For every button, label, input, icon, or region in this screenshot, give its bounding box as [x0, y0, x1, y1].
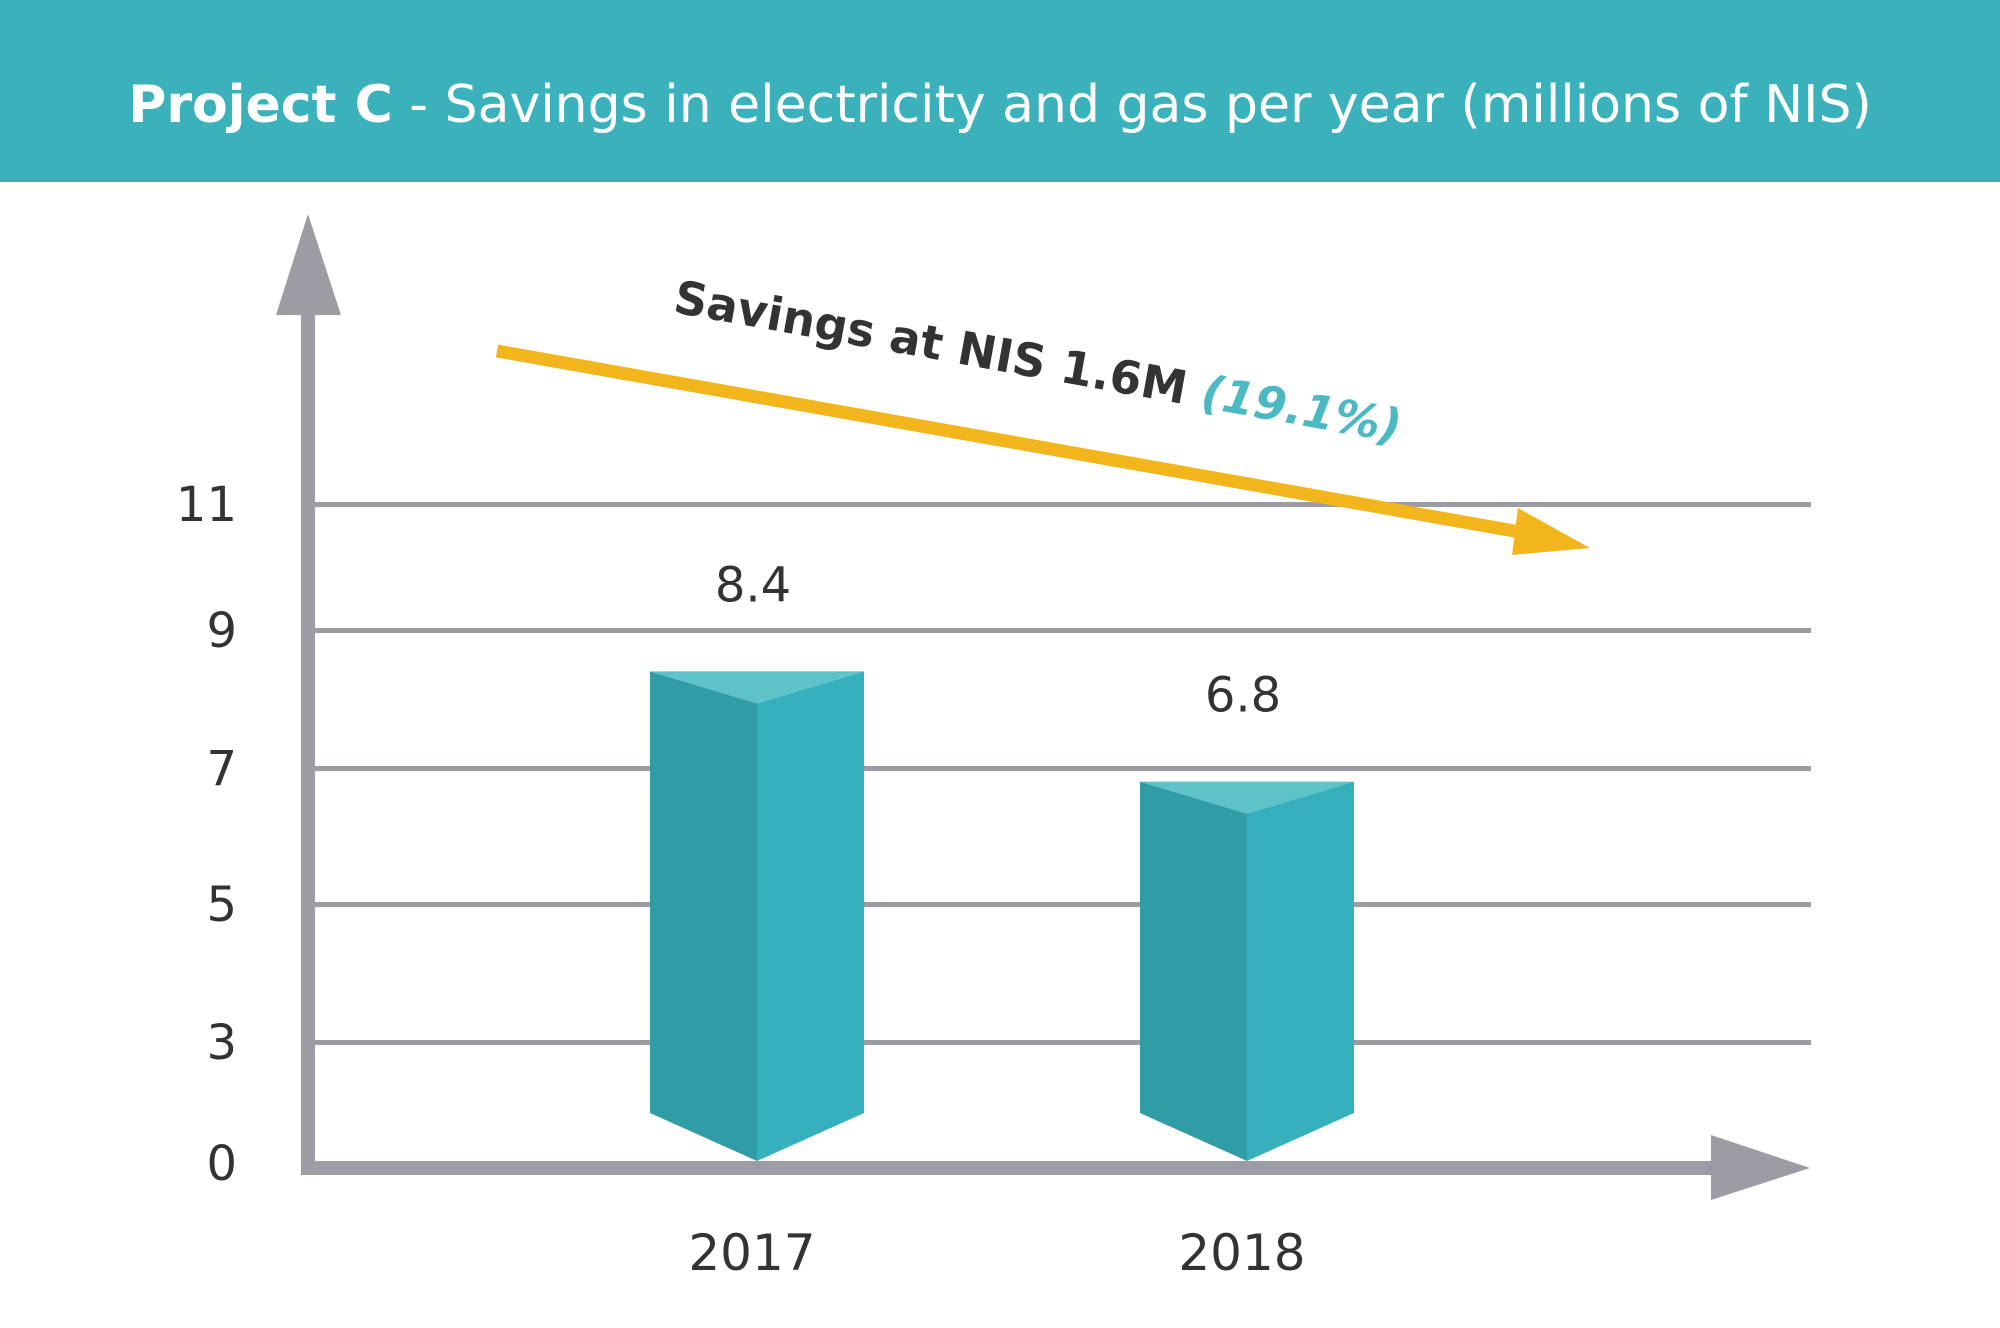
trend-annotation: Savings at NIS 1.6M (19.1%) — [495, 270, 1590, 555]
gridline-9 — [315, 628, 1811, 633]
x-axis-line — [301, 1161, 1721, 1175]
y-tick-3: 3 — [206, 1015, 237, 1071]
chart-title: Project C - Savings in electricity and g… — [0, 0, 2000, 210]
gridlines — [315, 502, 1811, 1045]
trend-arrow-head — [1512, 508, 1590, 555]
y-tick-11: 11 — [176, 477, 237, 533]
y-axis-arrowhead — [276, 214, 341, 315]
y-tick-5: 5 — [206, 877, 237, 933]
x-axis-arrowhead — [1711, 1135, 1810, 1200]
y-tick-0: 0 — [206, 1136, 237, 1192]
bars — [650, 671, 1354, 1161]
bar-face-right — [757, 671, 864, 1161]
value-label-2018: 6.8 — [1205, 668, 1281, 724]
bar-top — [650, 671, 864, 704]
axes — [276, 214, 1810, 1200]
y-axis-line — [301, 305, 315, 1175]
gridline-5 — [315, 902, 1811, 907]
chart-title-bold: Project C — [128, 75, 393, 135]
savings-percent: (19.1%) — [1198, 365, 1406, 454]
x-tick-2018: 2018 — [1178, 1224, 1305, 1282]
chart-title-rest: - Savings in electricity and gas per yea… — [392, 75, 1872, 135]
bar-face-left — [650, 671, 757, 1161]
gridline-11 — [315, 502, 1811, 507]
trend-arrow-shaft — [495, 344, 1522, 539]
trend-annotation-text: Savings at NIS 1.6M (19.1%) — [670, 270, 1406, 454]
gridline-7 — [315, 766, 1811, 771]
y-tick-labels: 0 3 5 7 9 11 — [176, 477, 237, 1192]
value-label-2017: 8.4 — [715, 557, 791, 613]
y-tick-9: 9 — [206, 603, 237, 659]
bar-2017 — [650, 671, 864, 1161]
title-banner — [0, 0, 2000, 182]
y-tick-7: 7 — [206, 741, 237, 797]
gridline-3 — [315, 1040, 1811, 1045]
bar-2018 — [1140, 781, 1354, 1161]
bar-top — [1140, 781, 1354, 814]
value-labels: 8.4 6.8 — [715, 557, 1281, 723]
bar-face-right — [1247, 781, 1354, 1161]
x-tick-2017: 2017 — [688, 1224, 815, 1282]
bar-face-left — [1140, 781, 1247, 1161]
category-labels: 2017 2018 — [688, 1224, 1305, 1282]
